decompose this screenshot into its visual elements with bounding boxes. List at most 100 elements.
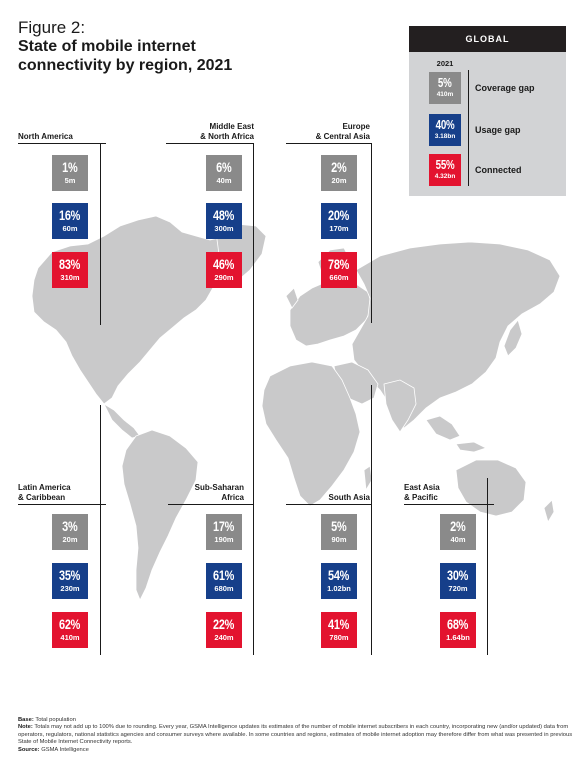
legend-divider: [468, 70, 469, 186]
legend-header: GLOBAL: [409, 26, 566, 52]
mena-connected-box: 46% 290m: [206, 252, 242, 288]
region-label-line2: & Pacific: [404, 492, 438, 502]
region-label-sub-saharan-africa: Sub-Saharan Africa: [160, 483, 244, 502]
india-landmass: [383, 379, 417, 433]
region-label-line2: & North Africa: [200, 131, 254, 141]
region-label-line1: Sub-Saharan: [194, 483, 244, 492]
source-note: Source: GSMA Intelligence: [18, 747, 578, 754]
value: 55%: [435, 158, 455, 172]
region-label-south-asia: South Asia: [328, 493, 370, 502]
east-asia-connected-box: 68% 1.64bn: [440, 612, 476, 648]
note-label: Note:: [18, 724, 33, 731]
population: 780m: [329, 633, 349, 642]
value: 35%: [59, 567, 81, 583]
value: 62%: [59, 616, 81, 632]
footnotes: Base: Total population Note: Totals may …: [18, 717, 578, 754]
region-label-europe: Europe & Central Asia: [286, 122, 370, 141]
population: 310m: [60, 273, 80, 282]
sub-saharan-connected-box: 22% 240m: [206, 612, 242, 648]
region-label-line1: East Asia: [404, 483, 440, 492]
global-connected-box: 55% 4.32bn: [429, 154, 461, 186]
japan-landmass: [503, 319, 523, 357]
south-asia-usage-gap-box: 54% 1.02bn: [321, 563, 357, 599]
population: 720m: [448, 584, 468, 593]
value: 5%: [438, 76, 452, 90]
region-connector: [253, 143, 254, 405]
value: 1%: [62, 159, 78, 175]
north-america-usage-gap-box: 16% 60m: [52, 203, 88, 239]
legend-label-coverage-gap: Coverage gap: [475, 83, 535, 93]
value: 83%: [59, 256, 81, 272]
legend-label-connected: Connected: [475, 165, 522, 175]
population: 40m: [216, 176, 232, 185]
region-connector: [100, 143, 101, 325]
region-connector: [487, 478, 488, 655]
region-rule: [286, 143, 372, 144]
region-rule: [18, 504, 106, 505]
region-label-latin-america: Latin America & Caribbean: [18, 483, 71, 502]
value: 68%: [447, 616, 469, 632]
region-connector: [371, 385, 372, 655]
population: 170m: [329, 224, 349, 233]
note-text: Totals may not add up to 100% due to rou…: [18, 724, 573, 746]
page-title: State of mobile internet connectivity by…: [18, 38, 233, 74]
figure-label: Figure 2:: [18, 18, 86, 37]
region-connector: [371, 143, 372, 323]
sub-saharan-usage-gap-box: 61% 680m: [206, 563, 242, 599]
region-label-line2: & Central Asia: [315, 131, 370, 141]
region-label-line2: Africa: [221, 492, 244, 502]
population: 1.64bn: [446, 633, 470, 642]
new-zealand-landmass: [543, 499, 555, 523]
global-legend: GLOBAL 2021 5% 410m Coverage gap 40% 3.1…: [409, 26, 566, 196]
mena-usage-gap-box: 48% 300m: [206, 203, 242, 239]
value: 22%: [213, 616, 235, 632]
region-rule: [18, 143, 106, 144]
southeast-asia-landmass: [425, 415, 488, 453]
region-label-mena: Middle East & North Africa: [170, 122, 254, 141]
population: 300m: [214, 224, 234, 233]
europe-connected-box: 78% 660m: [321, 252, 357, 288]
sub-saharan-coverage-gap-box: 17% 190m: [206, 514, 242, 550]
central-america-landmass: [103, 402, 141, 439]
value: 30%: [447, 567, 469, 583]
europe-usage-gap-box: 20% 170m: [321, 203, 357, 239]
legend-label-usage-gap: Usage gap: [475, 125, 521, 135]
value: 2%: [450, 518, 466, 534]
base-note: Base: Total population: [18, 717, 578, 724]
north-america-landmass: [31, 215, 237, 405]
value: 6%: [216, 159, 232, 175]
value: 20%: [328, 207, 350, 223]
value: 61%: [213, 567, 235, 583]
north-america-coverage-gap-box: 1% 5m: [52, 155, 88, 191]
south-america-landmass: [121, 429, 199, 601]
east-asia-coverage-gap-box: 2% 40m: [440, 514, 476, 550]
value: 2%: [331, 159, 347, 175]
value: 48%: [213, 207, 235, 223]
region-label-north-america: North America: [18, 132, 73, 141]
south-asia-connected-box: 41% 780m: [321, 612, 357, 648]
africa-landmass: [261, 361, 361, 507]
value: 54%: [328, 567, 350, 583]
north-america-connected-box: 83% 310m: [52, 252, 88, 288]
value: 16%: [59, 207, 81, 223]
value: 41%: [328, 616, 350, 632]
population: 90m: [331, 535, 347, 544]
latin-america-usage-gap-box: 35% 230m: [52, 563, 88, 599]
base-text: Total population: [35, 717, 76, 723]
population: 680m: [214, 584, 234, 593]
region-connector: [253, 405, 254, 655]
region-label-east-asia: East Asia & Pacific: [404, 483, 440, 502]
value: 17%: [213, 518, 235, 534]
population: 290m: [214, 273, 234, 282]
europe-coverage-gap-box: 2% 20m: [321, 155, 357, 191]
population: 660m: [329, 273, 349, 282]
base-label: Base:: [18, 717, 34, 723]
mena-coverage-gap-box: 6% 40m: [206, 155, 242, 191]
latin-america-coverage-gap-box: 3% 20m: [52, 514, 88, 550]
general-note: Note: Totals may not add up to 100% due …: [18, 724, 578, 746]
uk-landmass: [285, 287, 299, 309]
population: 230m: [60, 584, 80, 593]
region-label-line1: Europe: [342, 122, 370, 131]
value: 46%: [213, 256, 235, 272]
region-rule: [168, 504, 254, 505]
